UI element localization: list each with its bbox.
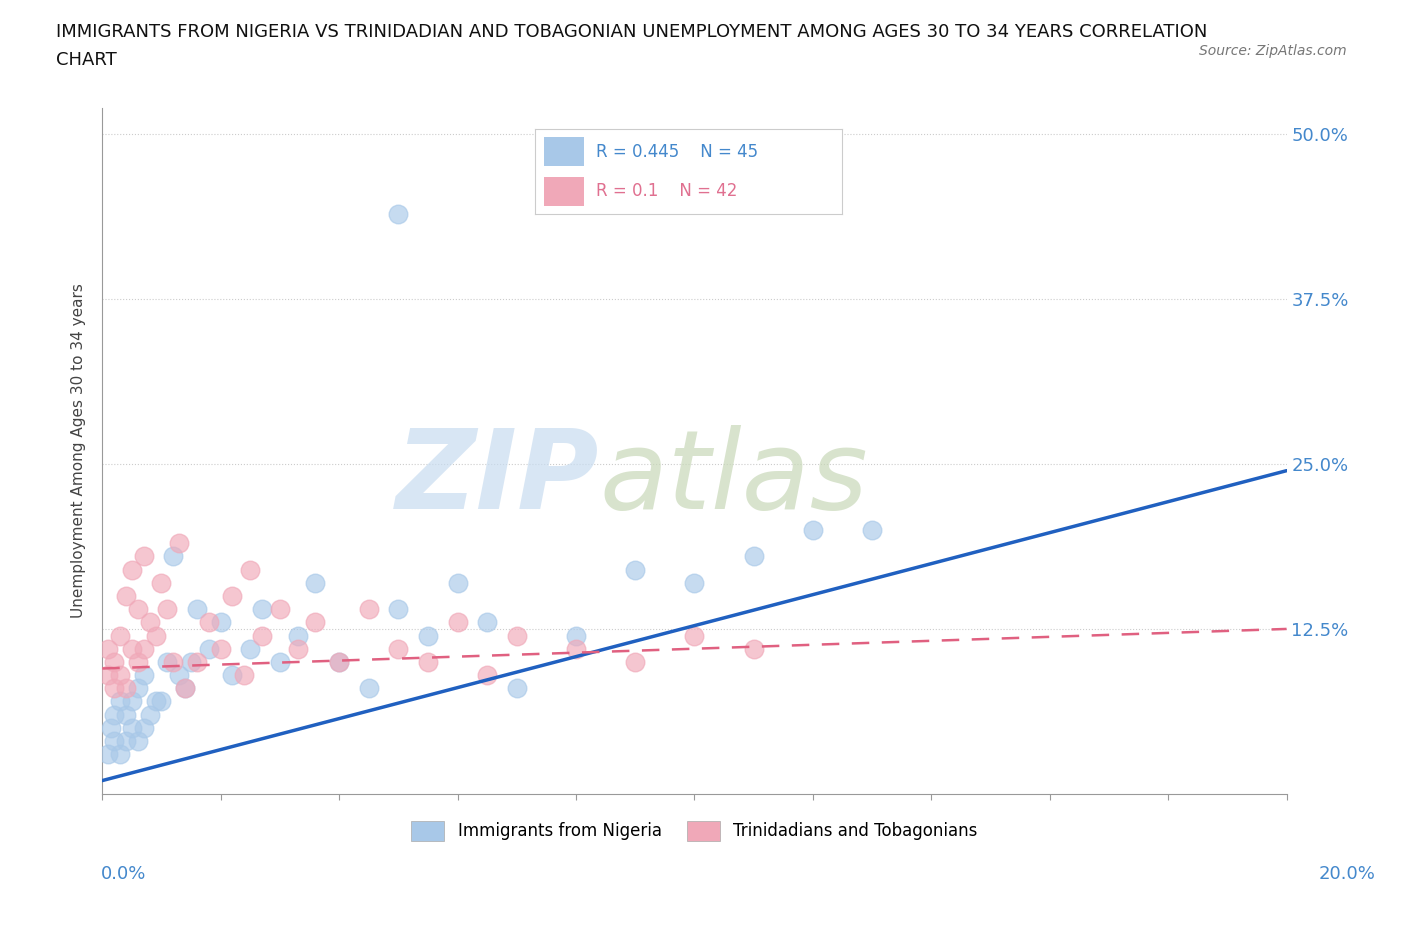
- Point: [145, 628, 167, 643]
- Point: [103, 707, 125, 722]
- Point: [446, 576, 468, 591]
- Point: [624, 562, 647, 577]
- Text: IMMIGRANTS FROM NIGERIA VS TRINIDADIAN AND TOBAGONIAN UNEMPLOYMENT AMONG AGES 30: IMMIGRANTS FROM NIGERIA VS TRINIDADIAN A…: [56, 23, 1208, 41]
- Point: [683, 628, 706, 643]
- Point: [121, 694, 143, 709]
- Point: [506, 681, 529, 696]
- Point: [127, 734, 149, 749]
- Point: [162, 655, 184, 670]
- Point: [446, 615, 468, 630]
- Point: [127, 655, 149, 670]
- Point: [742, 642, 765, 657]
- Point: [328, 655, 350, 670]
- Text: ZIP: ZIP: [396, 425, 599, 532]
- Point: [198, 615, 221, 630]
- Point: [121, 642, 143, 657]
- Point: [97, 747, 120, 762]
- Point: [387, 206, 409, 221]
- Point: [103, 681, 125, 696]
- Point: [209, 615, 232, 630]
- Point: [132, 642, 155, 657]
- Point: [328, 655, 350, 670]
- Point: [127, 681, 149, 696]
- Point: [269, 602, 291, 617]
- Point: [156, 655, 179, 670]
- Point: [108, 628, 131, 643]
- Point: [108, 668, 131, 683]
- Point: [304, 576, 326, 591]
- Point: [132, 721, 155, 736]
- Point: [304, 615, 326, 630]
- Text: 20.0%: 20.0%: [1319, 865, 1375, 883]
- Point: [416, 655, 439, 670]
- Point: [121, 721, 143, 736]
- Point: [127, 602, 149, 617]
- Text: Source: ZipAtlas.com: Source: ZipAtlas.com: [1199, 44, 1347, 58]
- Point: [416, 628, 439, 643]
- Point: [233, 668, 256, 683]
- Point: [97, 642, 120, 657]
- Point: [115, 707, 138, 722]
- Point: [357, 681, 380, 696]
- Point: [624, 655, 647, 670]
- Point: [742, 549, 765, 564]
- Point: [138, 707, 160, 722]
- Legend: Immigrants from Nigeria, Trinidadians and Tobagonians: Immigrants from Nigeria, Trinidadians an…: [405, 815, 984, 847]
- Y-axis label: Unemployment Among Ages 30 to 34 years: Unemployment Among Ages 30 to 34 years: [72, 284, 86, 618]
- Point: [221, 589, 243, 604]
- Point: [115, 589, 138, 604]
- Point: [132, 549, 155, 564]
- Point: [860, 523, 883, 538]
- Point: [186, 602, 208, 617]
- Point: [475, 668, 498, 683]
- Point: [287, 642, 309, 657]
- Point: [97, 668, 120, 683]
- Point: [174, 681, 197, 696]
- Point: [138, 615, 160, 630]
- Point: [221, 668, 243, 683]
- Point: [250, 602, 273, 617]
- Point: [387, 642, 409, 657]
- Point: [103, 734, 125, 749]
- Point: [115, 681, 138, 696]
- Point: [103, 655, 125, 670]
- Point: [239, 562, 262, 577]
- Point: [209, 642, 232, 657]
- Point: [387, 602, 409, 617]
- Point: [269, 655, 291, 670]
- Point: [174, 681, 197, 696]
- Point: [167, 536, 190, 551]
- Point: [239, 642, 262, 657]
- Point: [287, 628, 309, 643]
- Point: [145, 694, 167, 709]
- Text: atlas: atlas: [599, 425, 869, 532]
- Point: [156, 602, 179, 617]
- Point: [100, 721, 122, 736]
- Point: [108, 747, 131, 762]
- Point: [565, 628, 588, 643]
- Point: [250, 628, 273, 643]
- Point: [150, 576, 173, 591]
- Point: [475, 615, 498, 630]
- Point: [506, 628, 529, 643]
- Point: [683, 576, 706, 591]
- Text: 0.0%: 0.0%: [101, 865, 146, 883]
- Point: [180, 655, 202, 670]
- Point: [198, 642, 221, 657]
- Point: [121, 562, 143, 577]
- Point: [801, 523, 824, 538]
- Point: [108, 694, 131, 709]
- Point: [115, 734, 138, 749]
- Point: [565, 642, 588, 657]
- Point: [357, 602, 380, 617]
- Point: [150, 694, 173, 709]
- Point: [186, 655, 208, 670]
- Text: CHART: CHART: [56, 51, 117, 69]
- Point: [162, 549, 184, 564]
- Point: [167, 668, 190, 683]
- Point: [132, 668, 155, 683]
